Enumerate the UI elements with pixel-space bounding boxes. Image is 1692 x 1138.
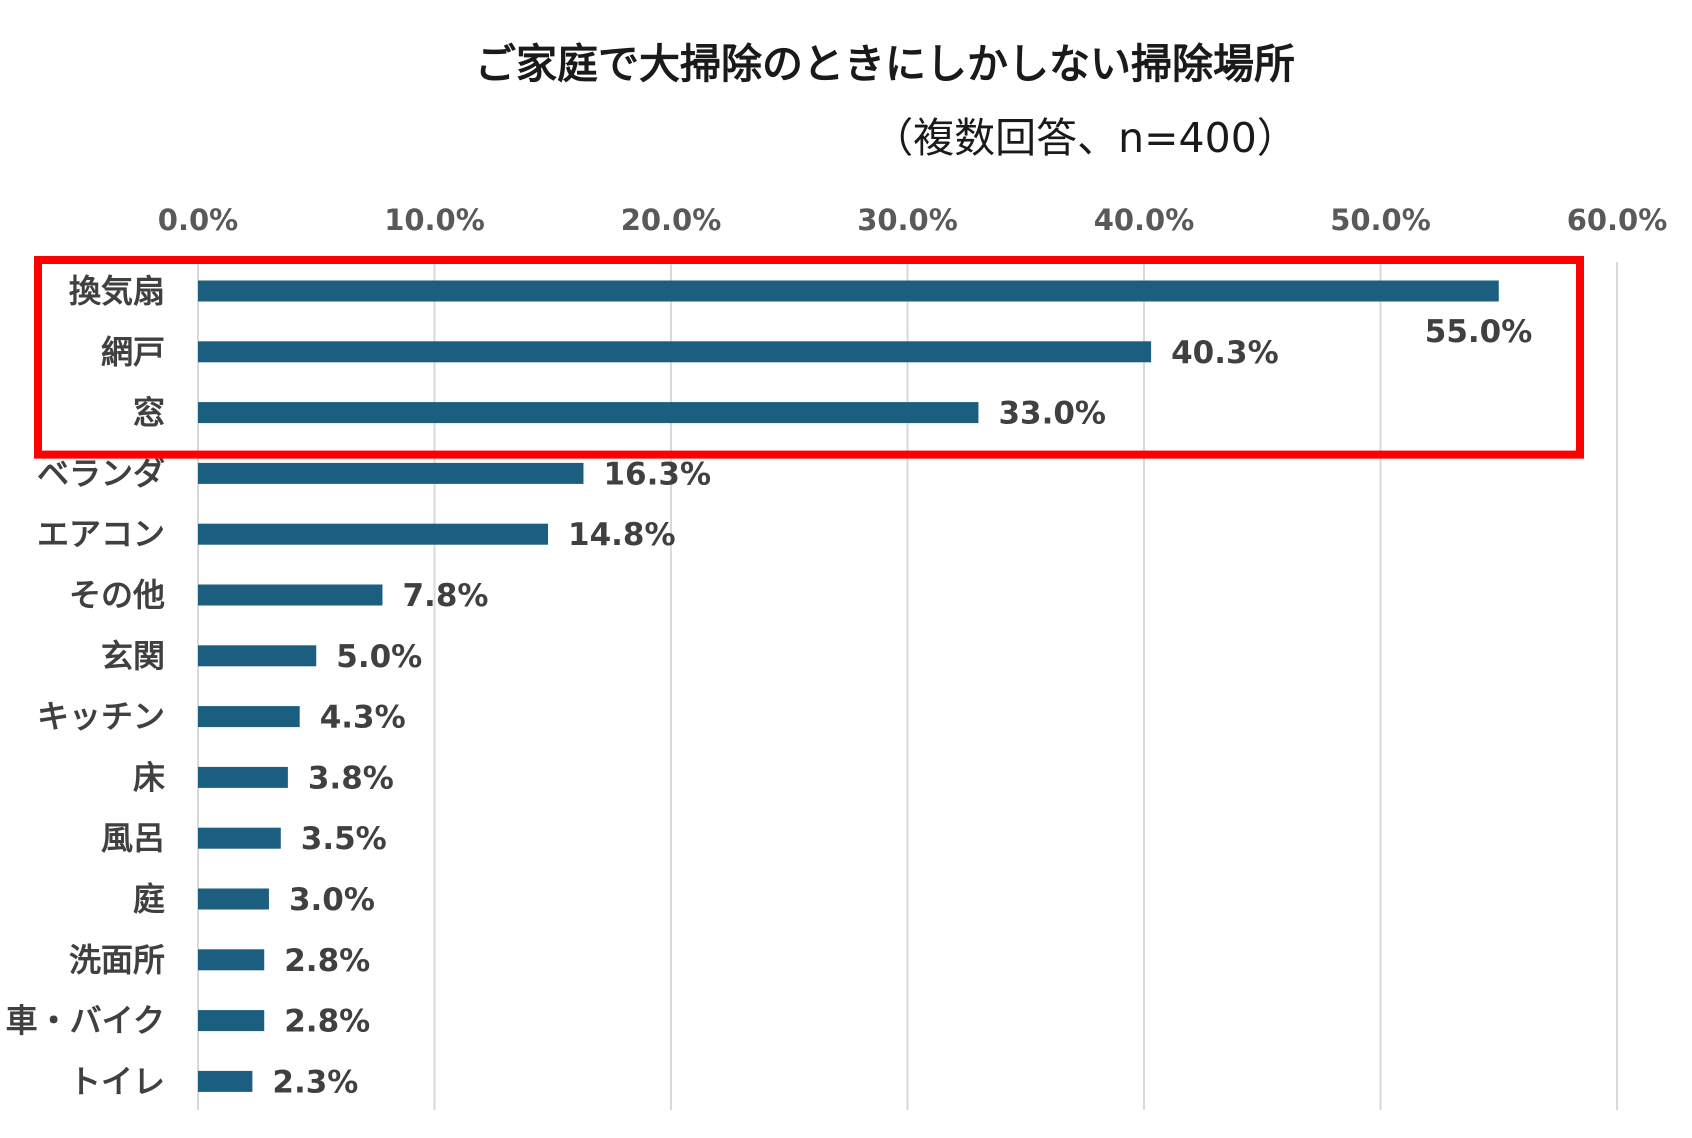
category-label: 網戸 bbox=[101, 333, 165, 371]
bar bbox=[198, 523, 549, 545]
category-label: その他 bbox=[69, 576, 165, 614]
category-label: 風呂 bbox=[101, 819, 165, 857]
chart-subtitle: （複数回答、n=400） bbox=[872, 114, 1298, 162]
data-label: 5.0% bbox=[336, 639, 422, 675]
data-label: 3.0% bbox=[289, 882, 375, 918]
category-label: ベランダ bbox=[37, 454, 165, 492]
bar bbox=[198, 766, 288, 788]
bar bbox=[198, 462, 584, 484]
category-label: 窓 bbox=[133, 394, 165, 432]
bar bbox=[198, 827, 281, 849]
data-label: 3.8% bbox=[308, 760, 394, 796]
bar bbox=[198, 888, 269, 910]
data-label: 33.0% bbox=[998, 396, 1106, 432]
data-label: 40.3% bbox=[1171, 335, 1279, 371]
category-label: エアコン bbox=[37, 515, 165, 553]
category-label: 車・バイク bbox=[6, 1002, 165, 1040]
x-tick-label: 30.0% bbox=[857, 203, 958, 237]
chart-title: ご家庭で大掃除のときにしかしない掃除場所 bbox=[475, 40, 1295, 88]
data-label: 3.5% bbox=[301, 821, 387, 857]
bar bbox=[198, 280, 1499, 302]
bar bbox=[198, 1010, 265, 1032]
bar bbox=[198, 1070, 253, 1092]
data-label: 7.8% bbox=[402, 578, 488, 614]
x-tick-label: 60.0% bbox=[1567, 203, 1668, 237]
data-labels: 55.0% 40.3% 33.0% 16.3% 14.8% 7.8% 5.0% 4.3% 3.8… bbox=[272, 314, 1532, 1100]
data-label: 55.0% bbox=[1425, 314, 1533, 350]
category-label: 換気扇 bbox=[69, 272, 165, 310]
bars bbox=[198, 280, 1499, 1092]
category-label: 庭 bbox=[133, 880, 165, 918]
gridlines bbox=[197, 262, 1618, 1110]
bar bbox=[198, 645, 317, 667]
highlight-box bbox=[34, 256, 1584, 459]
bar bbox=[198, 584, 383, 606]
bar bbox=[198, 402, 979, 424]
category-label: キッチン bbox=[37, 698, 165, 736]
data-label: 16.3% bbox=[603, 456, 711, 492]
data-label: 2.8% bbox=[284, 1004, 370, 1040]
x-tick-label: 50.0% bbox=[1330, 203, 1431, 237]
bar bbox=[198, 341, 1152, 363]
x-tick-label: 10.0% bbox=[384, 203, 485, 237]
data-label: 14.8% bbox=[568, 517, 676, 553]
x-tick-label: 20.0% bbox=[621, 203, 722, 237]
category-label: 玄関 bbox=[101, 637, 165, 675]
bar bbox=[198, 949, 265, 971]
x-axis-ticks: 0.0% 10.0% 20.0% 30.0% 40.0% 50.0% 60.0% bbox=[158, 203, 1668, 237]
data-label: 2.3% bbox=[272, 1064, 358, 1100]
data-label: 4.3% bbox=[320, 700, 406, 736]
x-tick-label: 40.0% bbox=[1094, 203, 1195, 237]
category-label: トイレ bbox=[69, 1062, 165, 1100]
bar bbox=[198, 706, 300, 728]
category-label: 洗面所 bbox=[69, 941, 165, 979]
data-label: 2.8% bbox=[284, 943, 370, 979]
x-tick-label: 0.0% bbox=[158, 203, 238, 237]
category-label: 床 bbox=[133, 758, 165, 796]
